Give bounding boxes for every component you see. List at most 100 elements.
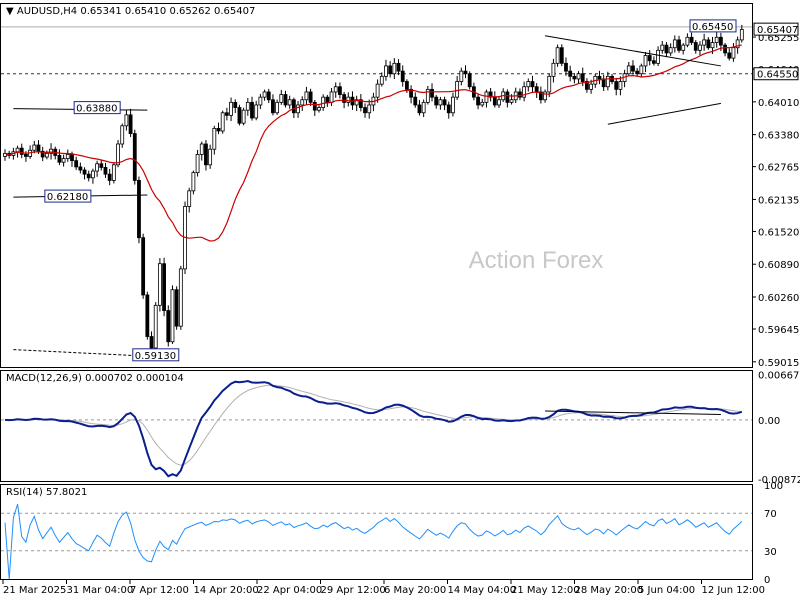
rsi-label: RSI(14) 57.8021 [6,487,87,498]
candle-body [597,75,602,80]
candle-body [438,99,443,106]
candle-body [304,91,309,101]
candle-body [564,62,568,72]
candle [551,58,556,83]
header-high: 0.65410 [125,6,166,17]
candle-body [195,154,200,174]
candle [698,41,702,56]
candle-body [358,99,363,108]
candle-body [216,127,221,132]
candle-body [509,99,514,103]
candle [681,43,686,55]
candle [409,85,413,104]
candle [103,162,108,178]
macd-signal-line [5,384,742,466]
candle [576,71,581,84]
candle [354,95,359,112]
candle [99,159,104,171]
candle [262,89,267,101]
axis-price-box [753,22,799,36]
chart-title: AUDUSD,H4 [17,6,77,17]
candle-body [434,96,439,106]
candle [128,108,133,138]
candle [49,143,53,160]
candle [166,305,171,347]
candle [149,331,154,351]
candle-body [417,104,422,114]
price-label-box [132,348,180,362]
candle [585,78,589,93]
candle-body [631,65,635,72]
candle-body [706,39,711,49]
candle-body [626,65,631,75]
candle [229,97,233,122]
candle-body [480,101,485,106]
x-tick-label: 5 Jun 04:00 [638,585,695,596]
candle [463,65,468,79]
x-tick-label: 14 May 04:00 [448,585,517,596]
x-tick-label: 7 Apr 12:00 [130,585,189,596]
candle [141,233,146,299]
candle-body [643,55,648,67]
candle-body [333,86,338,93]
candle-body [157,263,162,306]
candle-body [702,39,707,46]
candle-body [199,143,204,155]
candle-body [107,173,112,181]
candle [145,291,150,340]
price-label-text: 0.63880 [76,104,117,115]
candle-body [220,112,225,132]
candle [392,58,397,80]
candle-body [287,99,292,106]
candle-body [451,96,455,114]
candle-body [522,86,527,98]
candle [250,96,254,121]
candle [425,85,430,105]
candle-body [241,109,246,124]
axis-layer: 0.652550.646400.640100.633800.627650.621… [2,22,800,596]
candle-body [24,154,28,157]
candle [543,89,547,103]
candle-body [3,152,7,157]
candle [375,79,380,103]
candle-body [128,114,133,134]
candle-body [568,70,573,77]
price-label-text: 0.65450 [692,22,733,33]
candle [526,78,531,92]
candle-body [639,65,644,75]
candle-body [178,268,183,327]
y-tick-label: 0.63380 [758,131,799,142]
candle [438,96,443,110]
candle-body [614,81,619,90]
rsi-tick-label: 100 [764,481,783,492]
candle-body [74,160,79,168]
candle-body [91,170,95,179]
candle-body [668,47,673,54]
candle-body [492,96,497,106]
candle-body [714,36,719,43]
candle [442,96,447,111]
candle [237,104,242,126]
candle [287,95,292,109]
candle [195,149,200,177]
candle-body [258,96,263,106]
candle [735,36,740,54]
axis-price-tag: 0.65407 [753,22,799,36]
candle [660,41,665,54]
candle [417,100,422,116]
candle-body [187,190,192,207]
candle-body [95,163,100,172]
price-label-text: 0.59130 [135,351,176,362]
candle-body [576,73,581,80]
candle-body [497,99,501,106]
candle-body [124,114,129,127]
candle-body [308,91,313,103]
x-tick-label: 28 May 20:00 [575,585,644,596]
candle-body [580,73,585,82]
candle [296,101,300,118]
candle-body [65,154,70,159]
dropdown-icon[interactable]: ▼ [6,6,17,17]
trend-line [544,35,721,67]
candle-body [212,127,217,150]
x-tick-label: 14 Apr 20:00 [194,585,259,596]
